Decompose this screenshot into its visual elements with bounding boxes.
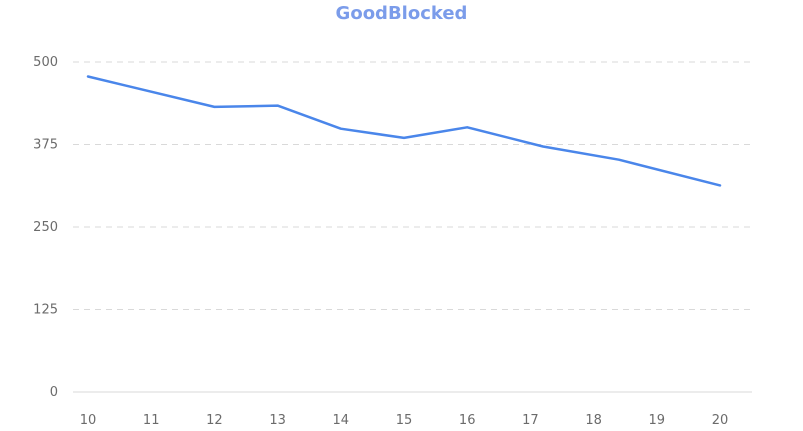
x-tick-label: 19 (649, 413, 666, 428)
x-tick-label: 13 (269, 413, 286, 428)
series-line (86, 75, 722, 187)
y-tick-label: 375 (33, 138, 58, 153)
x-tick-label: 15 (396, 413, 413, 428)
grid-layer (73, 61, 752, 393)
x-tick-label: 17 (522, 413, 539, 428)
x-tick-label: 16 (459, 413, 476, 428)
x-tick-label: 12 (206, 413, 223, 428)
y-tick-label: 250 (33, 220, 58, 235)
x-axis: 10 11 12 13 14 15 16 17 18 19 20 (80, 413, 729, 428)
x-tick-label: 14 (333, 413, 350, 428)
x-tick-label: 20 (712, 413, 729, 428)
x-tick-label: 10 (80, 413, 97, 428)
y-tick-label: 125 (33, 303, 58, 318)
y-tick-label: 0 (50, 385, 58, 400)
x-tick-label: 18 (585, 413, 602, 428)
series-layer (86, 75, 722, 187)
chart-title: GoodBlocked (335, 3, 468, 24)
x-tick-label: 11 (143, 413, 160, 428)
y-axis: 0 125 250 375 500 (33, 55, 58, 400)
y-tick-label: 500 (33, 55, 58, 70)
